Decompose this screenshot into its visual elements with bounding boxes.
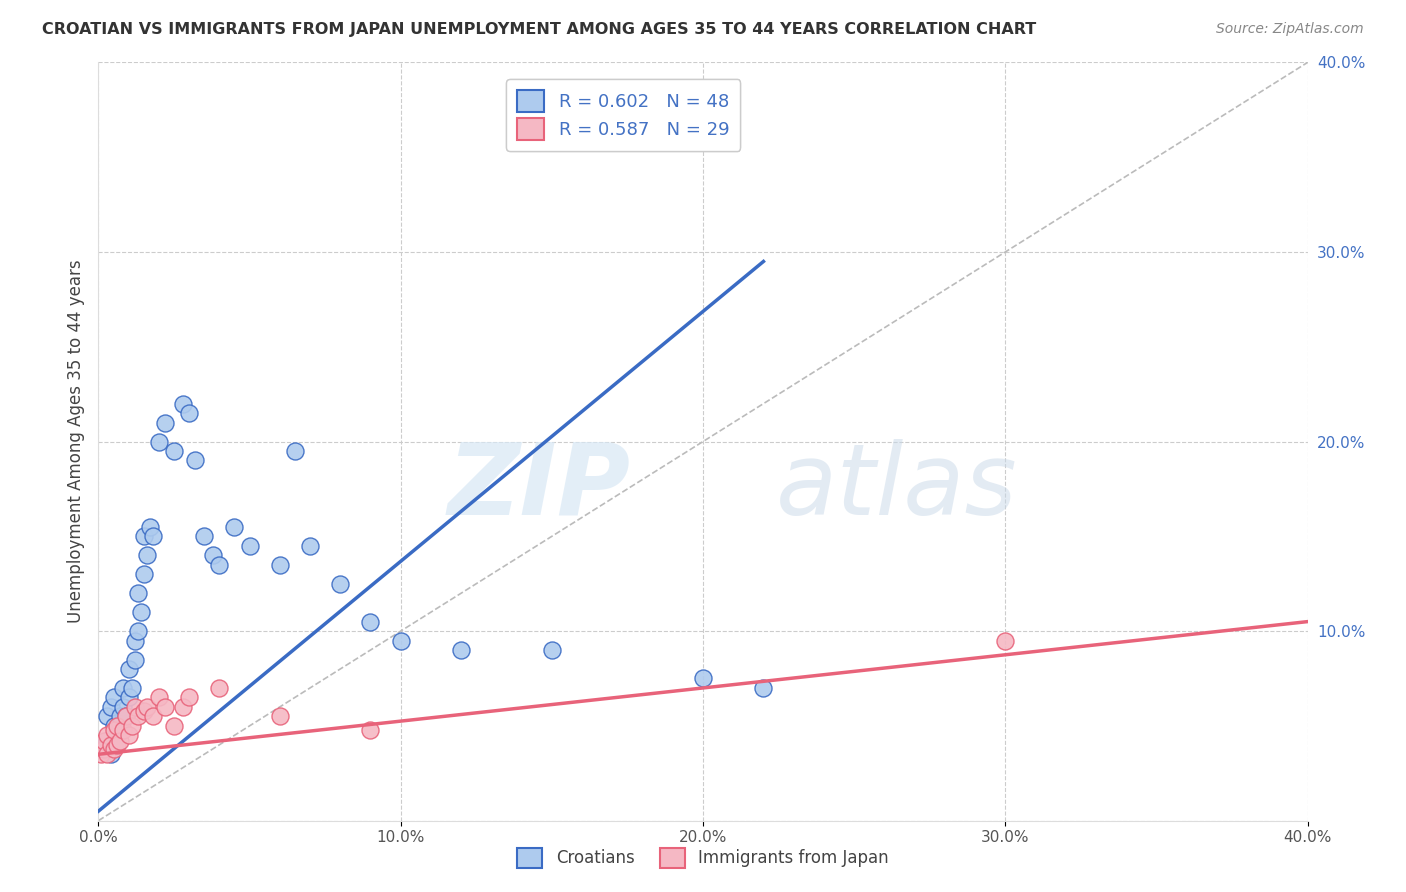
Point <box>124 699 146 714</box>
Point <box>121 681 143 695</box>
Point <box>111 699 134 714</box>
Point <box>208 558 231 572</box>
Point <box>93 741 115 756</box>
Point <box>93 734 115 748</box>
Point <box>172 396 194 410</box>
Point <box>118 690 141 705</box>
Point <box>121 719 143 733</box>
Point <box>108 709 131 723</box>
Point <box>202 548 225 563</box>
Point <box>163 719 186 733</box>
Point <box>103 741 125 756</box>
Point <box>153 416 176 430</box>
Point <box>96 747 118 762</box>
Point <box>105 728 128 742</box>
Point <box>139 520 162 534</box>
Point <box>118 728 141 742</box>
Point <box>389 633 412 648</box>
Point <box>269 709 291 723</box>
Text: CROATIAN VS IMMIGRANTS FROM JAPAN UNEMPLOYMENT AMONG AGES 35 TO 44 YEARS CORRELA: CROATIAN VS IMMIGRANTS FROM JAPAN UNEMPL… <box>42 22 1036 37</box>
Y-axis label: Unemployment Among Ages 35 to 44 years: Unemployment Among Ages 35 to 44 years <box>66 260 84 624</box>
Point <box>329 576 352 591</box>
Point <box>172 699 194 714</box>
Point <box>135 699 157 714</box>
Text: Source: ZipAtlas.com: Source: ZipAtlas.com <box>1216 22 1364 37</box>
Point <box>114 709 136 723</box>
Legend: Croatians, Immigrants from Japan: Croatians, Immigrants from Japan <box>510 841 896 875</box>
Point <box>124 633 146 648</box>
Point <box>105 738 128 752</box>
Point <box>100 747 122 762</box>
Point <box>692 672 714 686</box>
Point <box>132 704 155 718</box>
Point <box>105 719 128 733</box>
Point <box>96 709 118 723</box>
Point <box>111 723 134 737</box>
Point <box>153 699 176 714</box>
Point <box>193 529 215 543</box>
Point <box>360 615 382 629</box>
Point <box>135 548 157 563</box>
Point <box>127 586 149 600</box>
Point <box>184 453 207 467</box>
Point <box>148 690 170 705</box>
Point <box>163 444 186 458</box>
Point <box>127 624 149 639</box>
Point <box>224 520 246 534</box>
Point <box>108 719 131 733</box>
Point <box>127 709 149 723</box>
Point <box>284 444 307 458</box>
Point <box>96 728 118 742</box>
Point <box>142 709 165 723</box>
Text: atlas: atlas <box>776 439 1017 535</box>
Point <box>103 719 125 733</box>
Point <box>111 681 134 695</box>
Point <box>132 529 155 543</box>
Point <box>239 539 262 553</box>
Point <box>100 699 122 714</box>
Point <box>114 709 136 723</box>
Point <box>142 529 165 543</box>
Point <box>148 434 170 449</box>
Point <box>90 747 112 762</box>
Point <box>93 741 115 756</box>
Point <box>132 567 155 582</box>
Point <box>118 662 141 676</box>
Point <box>103 738 125 752</box>
Point <box>129 605 152 619</box>
Point <box>360 723 382 737</box>
Point <box>179 406 201 420</box>
Point <box>100 738 122 752</box>
Point <box>124 652 146 666</box>
Point <box>269 558 291 572</box>
Point <box>752 681 775 695</box>
Point <box>299 539 322 553</box>
Point <box>208 681 231 695</box>
Point <box>450 643 472 657</box>
Point <box>179 690 201 705</box>
Text: ZIP: ZIP <box>447 439 630 535</box>
Point <box>103 690 125 705</box>
Point <box>103 723 125 737</box>
Legend: R = 0.602   N = 48, R = 0.587   N = 29: R = 0.602 N = 48, R = 0.587 N = 29 <box>506 79 741 151</box>
Point <box>108 734 131 748</box>
Point <box>994 633 1017 648</box>
Point <box>96 734 118 748</box>
Point <box>540 643 562 657</box>
